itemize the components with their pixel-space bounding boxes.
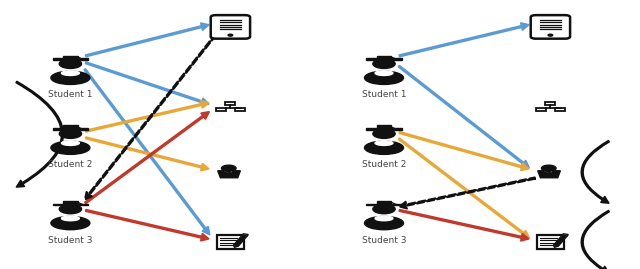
Circle shape — [228, 34, 233, 36]
Ellipse shape — [61, 216, 79, 221]
Ellipse shape — [51, 217, 90, 230]
FancyArrowPatch shape — [85, 112, 209, 203]
FancyBboxPatch shape — [216, 235, 244, 249]
FancyBboxPatch shape — [234, 235, 247, 246]
Circle shape — [60, 59, 81, 69]
Circle shape — [373, 129, 395, 138]
FancyBboxPatch shape — [225, 102, 236, 105]
Ellipse shape — [365, 71, 403, 84]
FancyArrowPatch shape — [399, 210, 529, 241]
Circle shape — [541, 165, 556, 171]
FancyBboxPatch shape — [376, 201, 392, 204]
Text: Student 2: Student 2 — [362, 160, 406, 169]
FancyArrowPatch shape — [16, 82, 63, 187]
Text: Student 1: Student 1 — [362, 90, 406, 99]
FancyBboxPatch shape — [63, 55, 78, 59]
FancyBboxPatch shape — [531, 15, 570, 39]
FancyBboxPatch shape — [545, 102, 556, 105]
Ellipse shape — [61, 141, 79, 146]
Circle shape — [548, 34, 553, 36]
Polygon shape — [218, 171, 241, 178]
FancyBboxPatch shape — [63, 201, 78, 204]
FancyArrowPatch shape — [399, 178, 535, 208]
FancyBboxPatch shape — [376, 125, 392, 129]
Polygon shape — [234, 245, 239, 247]
Circle shape — [221, 165, 236, 171]
FancyArrowPatch shape — [399, 138, 529, 238]
FancyBboxPatch shape — [555, 108, 564, 111]
FancyBboxPatch shape — [52, 128, 88, 130]
Circle shape — [60, 129, 81, 138]
Polygon shape — [554, 245, 559, 247]
FancyBboxPatch shape — [52, 58, 88, 60]
FancyArrowPatch shape — [86, 101, 209, 132]
FancyArrowPatch shape — [86, 23, 209, 56]
FancyBboxPatch shape — [366, 58, 402, 60]
FancyArrowPatch shape — [84, 69, 209, 235]
Polygon shape — [242, 234, 248, 236]
Ellipse shape — [51, 71, 90, 84]
FancyArrowPatch shape — [86, 210, 209, 240]
FancyBboxPatch shape — [536, 108, 546, 111]
FancyArrowPatch shape — [581, 211, 609, 269]
Ellipse shape — [375, 71, 393, 76]
FancyArrowPatch shape — [399, 132, 529, 170]
Text: Student 1: Student 1 — [48, 90, 93, 99]
FancyArrowPatch shape — [399, 23, 529, 56]
FancyBboxPatch shape — [376, 55, 392, 59]
FancyBboxPatch shape — [216, 108, 226, 111]
Polygon shape — [562, 234, 568, 236]
Circle shape — [60, 204, 81, 214]
FancyArrowPatch shape — [86, 62, 209, 105]
Ellipse shape — [365, 141, 403, 154]
Circle shape — [373, 204, 395, 214]
FancyBboxPatch shape — [211, 15, 250, 39]
Ellipse shape — [375, 141, 393, 146]
Ellipse shape — [375, 216, 393, 221]
Text: Student 3: Student 3 — [48, 236, 93, 245]
FancyBboxPatch shape — [366, 128, 402, 130]
FancyBboxPatch shape — [536, 235, 564, 249]
Circle shape — [373, 59, 395, 69]
Text: Student 2: Student 2 — [48, 160, 93, 169]
FancyArrowPatch shape — [399, 66, 529, 168]
Text: Student 3: Student 3 — [362, 236, 406, 245]
FancyBboxPatch shape — [63, 125, 78, 129]
FancyBboxPatch shape — [554, 235, 567, 246]
Ellipse shape — [61, 71, 79, 76]
Ellipse shape — [365, 217, 403, 230]
FancyArrowPatch shape — [86, 137, 209, 171]
FancyBboxPatch shape — [52, 204, 88, 206]
FancyArrowPatch shape — [581, 141, 609, 203]
FancyBboxPatch shape — [235, 108, 244, 111]
FancyArrowPatch shape — [85, 34, 216, 200]
Polygon shape — [538, 171, 561, 178]
FancyBboxPatch shape — [366, 204, 402, 206]
Ellipse shape — [51, 141, 90, 154]
